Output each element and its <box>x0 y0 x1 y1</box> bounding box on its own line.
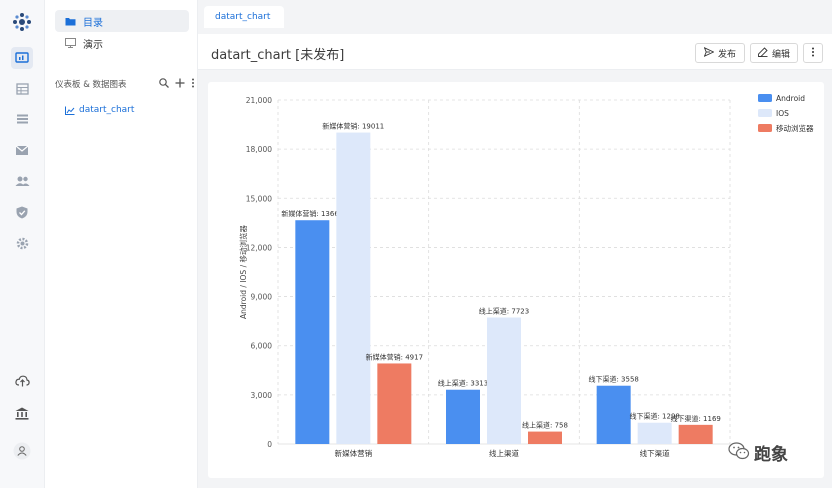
legend-label: IOS <box>776 109 789 118</box>
bar <box>295 220 330 444</box>
bar <box>377 363 412 444</box>
more-vertical-icon <box>811 47 815 60</box>
legend-label: 移动浏览器 <box>776 123 814 133</box>
edit-button[interactable]: 编辑 <box>750 43 798 63</box>
bar <box>596 385 631 444</box>
data-label: 新媒体营销: 19011 <box>322 122 384 131</box>
y-tick-label: 21,000 <box>246 96 272 105</box>
y-tick-label: 15,000 <box>246 194 272 203</box>
add-icon[interactable] <box>175 78 185 91</box>
bar <box>487 317 521 444</box>
bank-icon[interactable] <box>11 402 33 424</box>
data-label: 线上渠道: 7723 <box>479 306 529 315</box>
section-header: 仪表板 & 数据图表 <box>55 76 195 92</box>
navigation-panel: 目录 演示 仪表板 & 数据图表 <box>45 0 198 488</box>
main-area: datart_chart datart_chart [未发布] 发布 编辑 <box>198 0 832 488</box>
tree-item-chart[interactable]: datart_chart <box>65 102 134 118</box>
x-tick-label: 线上渠道 <box>489 448 519 458</box>
publish-label: 发布 <box>717 49 736 60</box>
legend-swatch <box>758 94 772 102</box>
nav-item-directory[interactable]: 目录 <box>55 10 189 32</box>
section-title: 仪表板 & 数据图表 <box>55 80 127 90</box>
wechat-icon <box>728 441 750 464</box>
app-logo[interactable] <box>12 12 32 32</box>
nav-item-label: 演示 <box>83 39 103 51</box>
data-label: 线下渠道: 1169 <box>670 414 720 423</box>
cloud-upload-icon[interactable] <box>11 370 33 392</box>
watermark-text: 跑象 <box>754 445 788 465</box>
shield-icon[interactable] <box>11 201 33 223</box>
bar-chart: 0 3,000 6,000 9,000 12,000 15,000 18,000 21,000… <box>238 94 814 458</box>
chart-content: 0 3,000 6,000 9,000 12,000 15,000 18,000 21,000… <box>198 70 832 488</box>
tab-bar: datart_chart <box>198 0 832 34</box>
y-tick-label: 6,000 <box>251 342 273 351</box>
edit-icon <box>758 46 768 60</box>
user-icon[interactable] <box>11 440 33 462</box>
bar <box>446 389 480 444</box>
data-label: 线下渠道: 1298 <box>629 412 679 421</box>
data-label: 新媒体营销: 4917 <box>366 352 423 361</box>
bar <box>336 132 371 444</box>
nav-item-label: 目录 <box>83 17 103 29</box>
users-icon[interactable] <box>11 170 33 192</box>
watermark: 跑象 <box>728 440 788 465</box>
chart-card: 0 3,000 6,000 9,000 12,000 15,000 18,000 21,000… <box>208 82 824 478</box>
publish-button[interactable]: 发布 <box>695 43 745 63</box>
data-label: 线上渠道: 3313 <box>438 379 488 388</box>
data-label: 线上渠道: 758 <box>522 421 568 430</box>
folder-icon <box>65 15 77 27</box>
more-icon[interactable] <box>191 78 195 91</box>
bar <box>637 422 672 444</box>
gear-icon[interactable] <box>11 232 33 254</box>
nav-item-demo[interactable]: 演示 <box>55 32 189 54</box>
mail-icon[interactable] <box>11 139 33 161</box>
line-chart-icon <box>65 106 75 115</box>
bar <box>678 424 713 444</box>
legend-swatch <box>758 124 772 132</box>
page-title: datart_chart [未发布] <box>211 48 345 63</box>
bar <box>528 431 562 444</box>
search-icon[interactable] <box>159 77 169 91</box>
monitor-icon <box>65 37 77 49</box>
tab-label: datart_chart <box>215 12 271 22</box>
legend-swatch <box>758 109 772 117</box>
x-tick-label: 新媒体营销 <box>335 448 373 458</box>
chart-header: datart_chart [未发布] 发布 编辑 <box>198 34 832 70</box>
y-tick-label: 0 <box>267 440 272 449</box>
y-tick-label: 18,000 <box>246 145 272 154</box>
data-label: 新媒体营销: 13661 <box>281 209 343 218</box>
y-tick-label: 3,000 <box>251 391 273 400</box>
edit-label: 编辑 <box>771 49 790 60</box>
y-axis-label: Android / IOS / 移动浏览器 <box>238 225 248 319</box>
send-icon <box>703 46 715 60</box>
list-icon[interactable] <box>11 108 33 130</box>
icon-rail <box>0 0 45 488</box>
y-tick-label: 12,000 <box>246 243 272 252</box>
tree-item-label: datart_chart <box>79 105 135 115</box>
more-button[interactable] <box>803 43 823 63</box>
data-label: 线下渠道: 3558 <box>588 375 638 384</box>
x-tick-label: 线下渠道 <box>640 448 670 458</box>
tab-datart-chart[interactable]: datart_chart <box>204 6 284 28</box>
y-tick-label: 9,000 <box>251 293 273 302</box>
dashboard-icon[interactable] <box>11 47 33 69</box>
legend-label: Android <box>776 94 805 103</box>
table-icon[interactable] <box>11 78 33 100</box>
